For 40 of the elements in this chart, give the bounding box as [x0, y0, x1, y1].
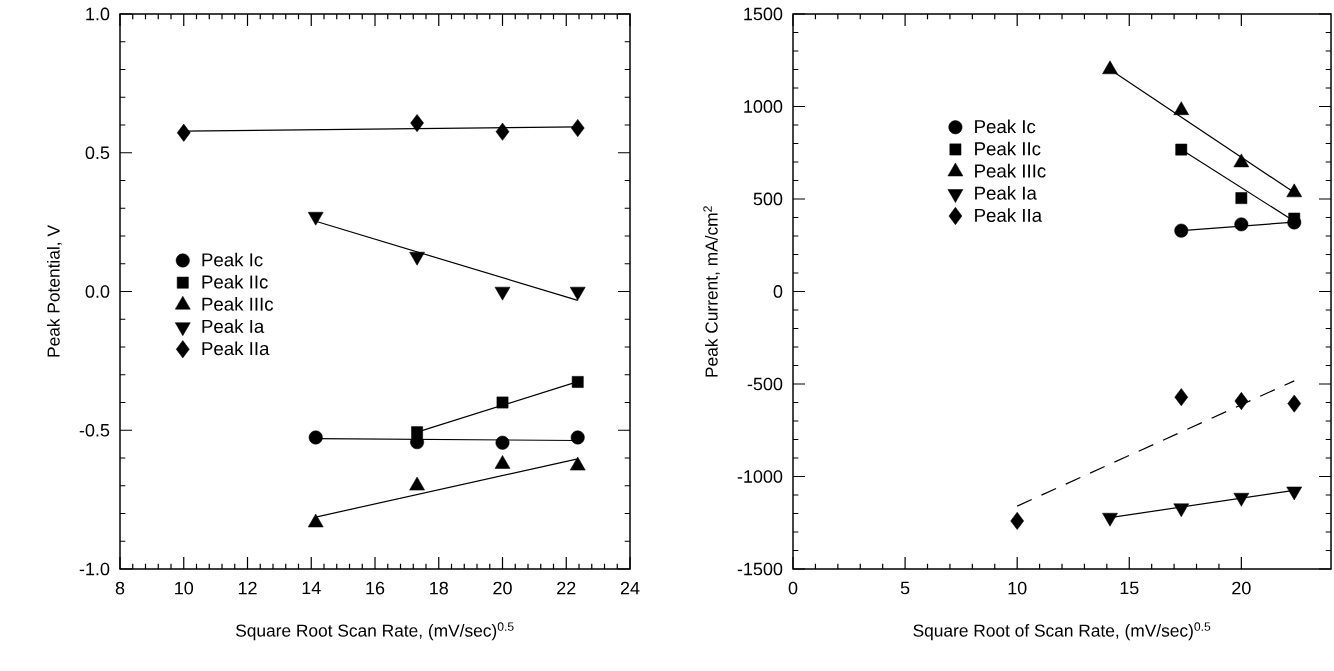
legend-label: Peak Ic — [202, 252, 263, 267]
x-tick-label: 5 — [900, 581, 910, 595]
x-tick-label: 10 — [175, 581, 194, 595]
legend-label: Peak IIIc — [202, 297, 274, 311]
y-tick-label: -1.0 — [79, 562, 110, 576]
x-tick-label: 18 — [430, 581, 448, 595]
y-tick-label: 500 — [753, 192, 783, 206]
y-tick-label: -0.5 — [79, 423, 110, 437]
legend-label: Peak Ia — [202, 319, 265, 333]
x-tick-label: 8 — [115, 581, 125, 595]
x-tick-label: 12 — [238, 581, 257, 595]
legend-label: Peak IIa — [975, 208, 1043, 222]
y-tick-label: 0.0 — [85, 285, 110, 298]
y-tick-label: 0 — [773, 285, 783, 298]
y-axis-title: Peak Potential, V — [47, 225, 62, 357]
x-axis-title: Square Root Scan Rate, (mV/sec)$^{0.5}$ — [236, 622, 514, 641]
x-tick-label: 15 — [1120, 581, 1139, 595]
x-tick-label: 22 — [557, 581, 576, 595]
legend-label: Peak IIc — [202, 274, 268, 289]
legend-label: Peak IIc — [975, 141, 1041, 156]
y-tick-label: 1000 — [744, 100, 783, 113]
x-tick-label: 14 — [302, 581, 321, 595]
y-tick-label: -1500 — [737, 562, 783, 576]
y-tick-label: -1000 — [737, 470, 783, 483]
y-tick-label: 1500 — [744, 7, 783, 21]
x-tick-label: 24 — [620, 581, 640, 595]
y-tick-label: -500 — [747, 377, 783, 391]
legend-label: Peak Ia — [975, 186, 1037, 200]
x-tick-label: 20 — [493, 581, 512, 595]
legend-label: Peak IIa — [202, 341, 270, 356]
legend-label: Peak IIIc — [975, 163, 1046, 178]
y-tick-label: 0.5 — [85, 146, 110, 160]
y-tick-label: 1.0 — [86, 7, 110, 21]
legend-label: Peak Ic — [975, 119, 1036, 134]
x-tick-label: 0 — [788, 581, 798, 595]
x-tick-label: 10 — [1008, 581, 1027, 595]
x-tick-label: 20 — [1232, 581, 1251, 595]
x-axis-title: Square Root of Scan Rate, (mV/sec)$^{0.5}$ — [913, 622, 1211, 641]
y-axis-title: Peak Current, mA/cm$^{2}$ — [703, 206, 720, 377]
x-tick-label: 16 — [366, 581, 385, 595]
